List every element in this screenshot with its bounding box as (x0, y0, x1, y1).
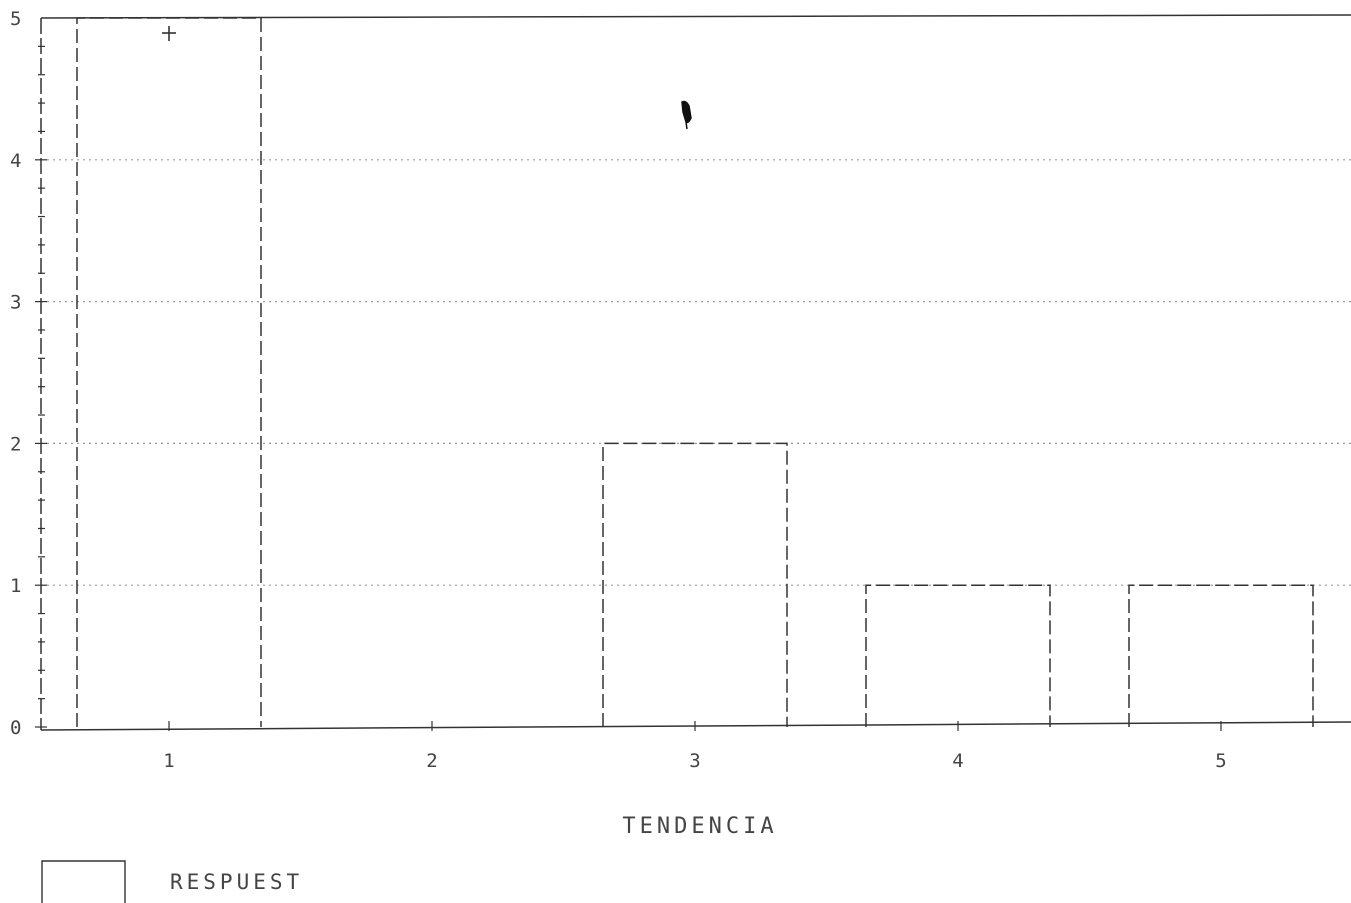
x-axis-line (40, 721, 1351, 731)
gridlines (41, 159, 1351, 586)
x-tick-label-4: 4 (952, 750, 963, 772)
x-axis-title: TENDENCIA (622, 814, 777, 839)
x-tick-label-2: 2 (426, 750, 437, 772)
bar-1 (76, 17, 262, 727)
y-tick-label-5: 5 (10, 8, 21, 30)
y-tick-label-3: 3 (10, 292, 21, 314)
plot-marker-plus (162, 26, 176, 41)
x-tick-label-1: 1 (163, 750, 174, 772)
bars (76, 17, 1314, 727)
y-tick-label-4: 4 (10, 150, 21, 172)
ink-mark (681, 100, 692, 130)
y-tick-label-0: 0 (10, 717, 21, 739)
y-tick-label-1: 1 (10, 575, 21, 597)
x-tick-label-5: 5 (1215, 750, 1226, 772)
y-tick-label-2: 2 (10, 433, 21, 455)
x-tick-label-3: 3 (689, 750, 700, 772)
bar-5 (1128, 584, 1314, 727)
axes (35, 14, 1351, 731)
legend: RESPUEST (41, 860, 303, 903)
bar-3 (602, 442, 788, 727)
legend-swatch (41, 860, 126, 903)
tick-labels: 0 1 2 3 4 5 1 2 3 4 5 (10, 8, 1227, 772)
bar-4 (865, 584, 1051, 727)
legend-label: RESPUEST (170, 870, 303, 894)
plot-top-border (40, 14, 1351, 19)
